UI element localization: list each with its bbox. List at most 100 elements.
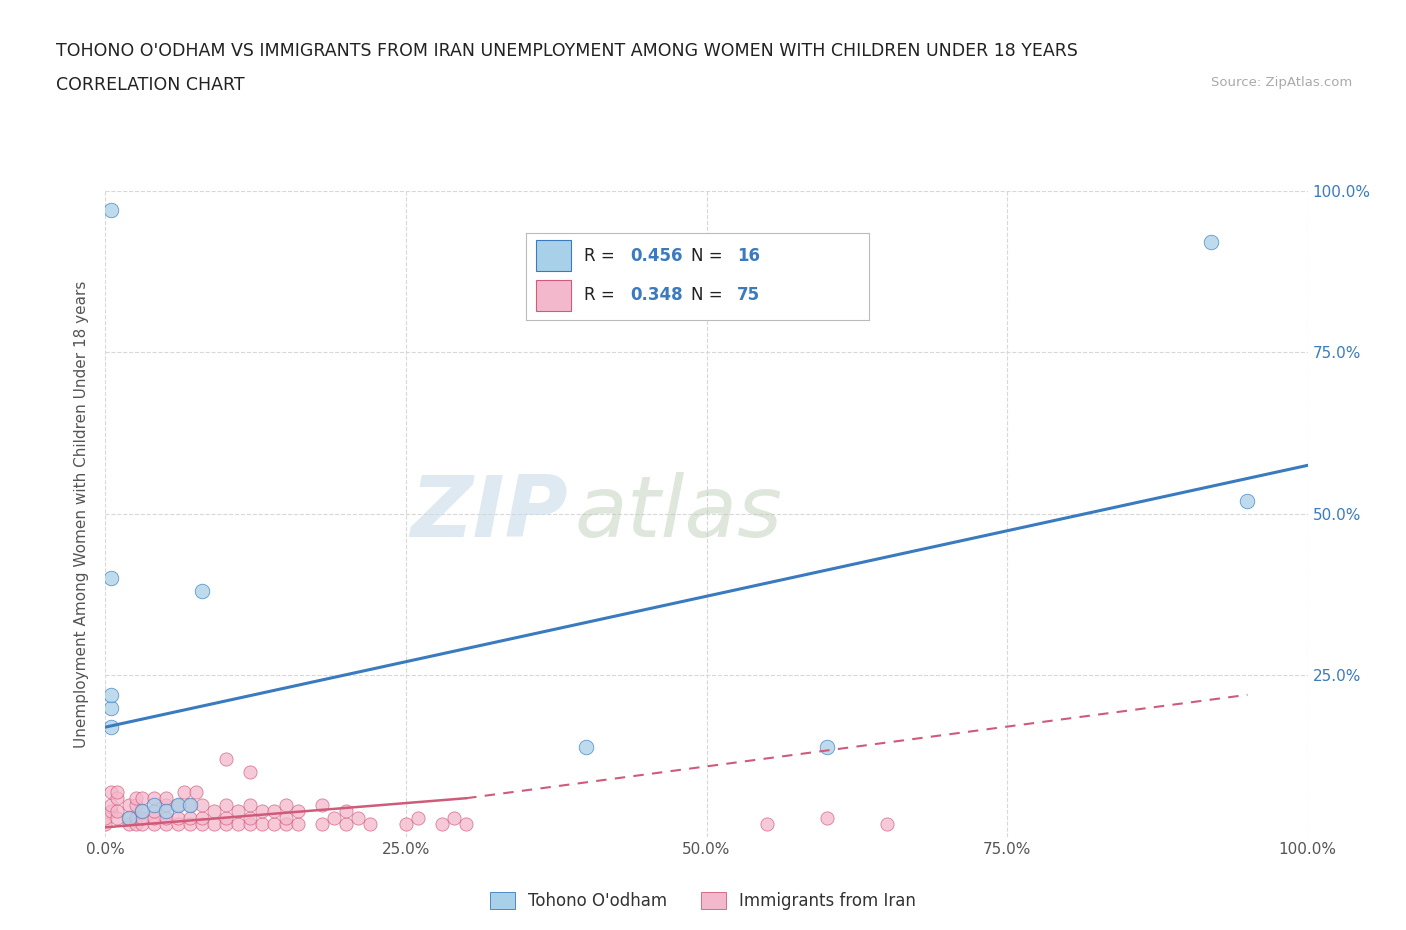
Point [190,584,212,599]
Text: 75: 75 [737,286,761,304]
Point [155,810,177,825]
Point [335,817,357,831]
Legend: Tohono O'odham, Immigrants from Iran: Tohono O'odham, Immigrants from Iran [484,885,922,917]
Point [347,810,370,825]
Point [239,817,262,831]
Point [124,817,146,831]
Point [239,797,262,812]
Point [287,817,309,831]
Point [166,817,188,831]
Point [239,810,262,825]
Point [100,687,122,702]
Point [239,764,262,779]
Point [184,784,207,799]
Point [118,810,141,825]
Text: 16: 16 [737,246,759,265]
Point [1201,235,1223,250]
Point [124,790,146,805]
Point [815,739,838,754]
Point [263,817,285,831]
Point [274,797,297,812]
Point [131,804,153,818]
Point [142,790,165,805]
Point [274,817,297,831]
Point [179,797,201,812]
Point [214,810,236,825]
Text: CORRELATION CHART: CORRELATION CHART [56,76,245,94]
Point [155,804,177,818]
Point [815,810,838,825]
Point [214,817,236,831]
Point [575,739,598,754]
Point [107,810,129,825]
Point [100,784,122,799]
Point [155,817,177,831]
Point [311,797,333,812]
Point [226,804,249,818]
Point [131,804,153,818]
Text: R =: R = [585,246,620,265]
Text: atlas: atlas [574,472,782,555]
Point [202,804,225,818]
Point [100,797,122,812]
Point [124,810,146,825]
Point [118,797,141,812]
Y-axis label: Unemployment Among Women with Children Under 18 years: Unemployment Among Women with Children U… [75,280,90,748]
Point [359,817,381,831]
Point [118,810,141,825]
Point [100,804,122,818]
Point [1236,494,1258,509]
Point [107,784,129,799]
Point [179,810,201,825]
Point [142,797,165,812]
Point [250,804,273,818]
Point [214,797,236,812]
Point [142,810,165,825]
Point [166,797,188,812]
Point [190,810,212,825]
Point [876,817,898,831]
Text: Source: ZipAtlas.com: Source: ZipAtlas.com [1212,76,1353,89]
Text: ZIP: ZIP [411,472,568,555]
Bar [537,280,571,312]
Point [100,203,122,218]
Point [173,784,195,799]
Point [166,797,188,812]
Point [100,720,122,735]
Point [107,790,129,805]
Text: TOHONO O'ODHAM VS IMMIGRANTS FROM IRAN UNEMPLOYMENT AMONG WOMEN WITH CHILDREN UN: TOHONO O'ODHAM VS IMMIGRANTS FROM IRAN U… [56,42,1078,60]
Point [454,817,477,831]
Point [131,810,153,825]
Point [179,797,201,812]
Text: R =: R = [585,286,620,304]
Point [443,810,465,825]
Point [335,804,357,818]
Point [118,817,141,831]
Point [287,804,309,818]
Point [131,817,153,831]
Point [214,752,236,767]
Point [322,810,344,825]
Point [263,804,285,818]
Point [94,810,117,825]
Bar [537,240,571,271]
Point [274,810,297,825]
Point [406,810,429,825]
Text: N =: N = [690,246,727,265]
Point [179,817,201,831]
Point [142,817,165,831]
Point [190,797,212,812]
Point [250,817,273,831]
Point [166,810,188,825]
Point [94,817,117,831]
Point [142,804,165,818]
Point [755,817,778,831]
Point [124,797,146,812]
Point [395,817,418,831]
Text: 0.456: 0.456 [631,246,683,265]
Text: N =: N = [690,286,727,304]
Point [155,797,177,812]
Point [190,817,212,831]
Point [155,790,177,805]
Text: 0.348: 0.348 [631,286,683,304]
